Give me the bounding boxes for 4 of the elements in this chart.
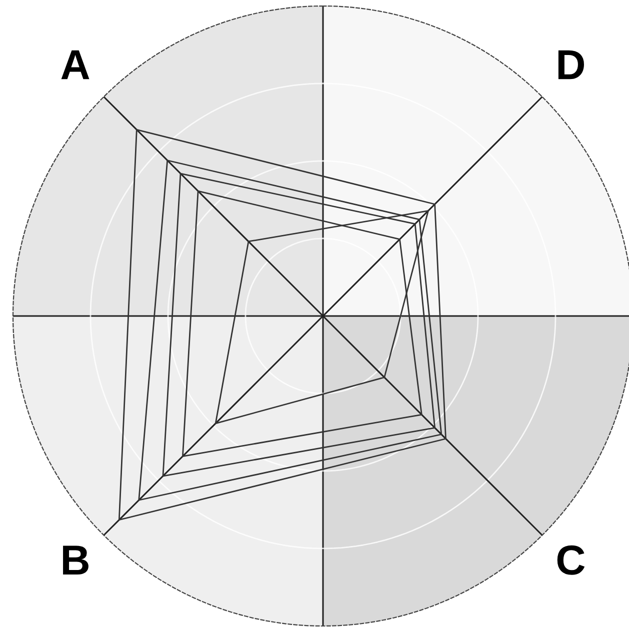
spoke-label: C (557, 545, 585, 575)
spoke-label: D (558, 50, 584, 80)
spoke-label: B (63, 546, 88, 574)
spoke-label: A (61, 50, 90, 80)
